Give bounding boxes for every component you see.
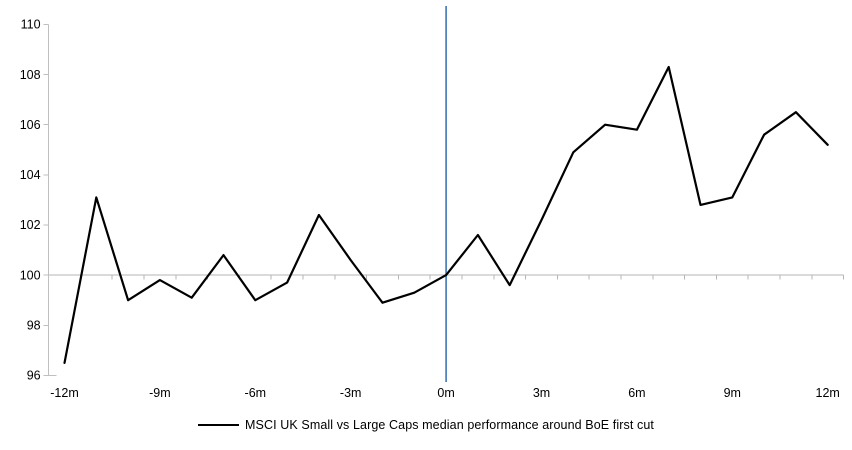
x-axis-label: 0m [437,386,454,400]
y-axis-label: 108 [20,68,41,82]
x-axis-label: -3m [340,386,362,400]
x-axis-label: 6m [628,386,645,400]
x-axis-label: -12m [50,386,78,400]
y-axis-label: 110 [21,18,41,32]
x-axis-label: -9m [149,386,171,400]
y-axis-label: 100 [20,268,41,282]
y-axis-label: 102 [20,218,41,232]
y-axis-label: 98 [27,318,41,332]
legend-label: MSCI UK Small vs Large Caps median perfo… [245,418,654,432]
y-axis-label: 104 [20,168,41,182]
y-axis-label: 96 [27,369,41,383]
legend-line-sample [198,424,240,426]
x-axis-label: 3m [533,386,550,400]
x-axis-label: 9m [724,386,741,400]
chart-legend: MSCI UK Small vs Large Caps median perfo… [0,418,852,432]
x-axis-label: -6m [245,386,267,400]
y-axis-label: 106 [20,118,41,132]
x-axis-label: 12m [816,386,840,400]
series-line [63,65,829,364]
